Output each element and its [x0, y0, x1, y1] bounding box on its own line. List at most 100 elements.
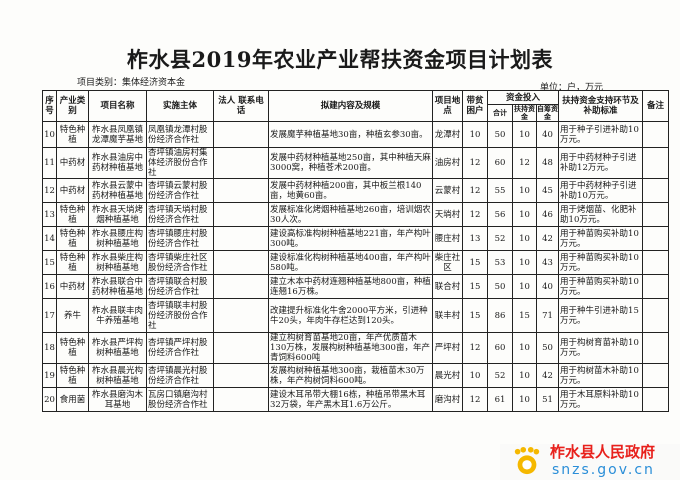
cell-location: 腰庄村	[432, 226, 463, 251]
cell-poor: 15	[462, 274, 488, 299]
cell-total: 50	[487, 121, 513, 148]
cell-location: 云蒙村	[432, 178, 463, 203]
cell-industry: 中药材	[56, 147, 89, 179]
cell-location: 磨沟村	[432, 387, 463, 412]
cell-location: 柴庄社区	[432, 250, 463, 275]
cell-industry: 中药材	[56, 274, 89, 299]
cell-location: 严坪村	[432, 332, 463, 364]
cell-total: 52	[487, 226, 513, 251]
project-category: 项目类别：集体经济资本金	[77, 78, 186, 88]
cell-total: 56	[487, 202, 513, 227]
cell-self: 40	[535, 274, 560, 299]
cell-content: 建立构树育苗基地20亩，年产优质苗木130万株，发展构树种植基地300亩，年产青…	[268, 332, 433, 364]
cell-self: 46	[535, 202, 560, 227]
cell-name: 柞水县晨光构树种植基地	[88, 363, 147, 388]
cell-standard: 用于烤烟苗、化肥补助10万元。	[558, 202, 644, 227]
cell-entity: 瓦房口镇磨沟村股份经济合作社	[146, 387, 214, 412]
cell-industry: 特色种植	[56, 332, 89, 364]
government-logo-icon	[514, 446, 540, 475]
cell-total: 52	[487, 363, 513, 388]
cell-remark	[642, 298, 670, 333]
cell-remark	[642, 147, 670, 179]
cell-industry: 特色种植	[56, 226, 89, 251]
cell-entity: 杏坪镇联合村股份经济合作社	[146, 274, 214, 299]
cell-standard: 用于种子引进补助10万元。	[558, 121, 644, 148]
cell-poor: 12	[462, 147, 488, 179]
cell-standard: 用于种苗购买补助10万元。	[558, 226, 644, 251]
document-title: 柞水县2019年农业产业帮扶资金项目计划表	[127, 47, 553, 72]
cell-entity: 杏坪镇油房村集体经济股份合作社	[146, 147, 214, 179]
watermark-url: snzs.gov.cn	[552, 462, 655, 478]
cell-no: 14	[42, 226, 57, 251]
cell-name: 柞水县严坪构树种植基地	[88, 332, 147, 364]
cell-name: 柞水县油房中药材种植基地	[88, 147, 147, 179]
cell-name: 柞水县凤凰镇龙潭魔芋基地	[88, 121, 147, 148]
cell-industry: 特色种植	[56, 121, 89, 148]
cell-content: 建设木耳吊带大棚16栋，种植吊带黑木耳32万袋，年产黑木耳1.6万公斤。	[268, 387, 433, 412]
cell-support: 15	[512, 298, 537, 333]
cell-content: 建设标准化构树种植基地400亩，年产构叶580吨。	[268, 250, 433, 275]
cell-industry: 食用菌	[56, 387, 89, 412]
cell-industry: 特色种植	[56, 250, 89, 275]
cell-industry: 养牛	[56, 298, 89, 333]
cell-standard: 用于木耳原料补助10万元。	[558, 387, 644, 412]
table-row: 17 养牛 柞水县联丰肉牛养殖基地 杏坪镇联丰村股份经济股份合作社 改建提升标准化牛舍2…	[42, 298, 670, 333]
table-row: 11 中药材 柞水县油房中药材种植基地 杏坪镇油房村集体经济股份合作社 发展中药材种植基…	[42, 147, 670, 179]
table-row: 20 食用菌 柞水县磨沟木耳基地 瓦房口镇磨沟村股份经济合作社 建设木耳吊带大棚16栋，…	[42, 387, 670, 412]
cell-content: 发展中药材种植基地250亩，其中种植天麻3000窝，种植苍术200亩。	[268, 147, 433, 179]
cell-total: 60	[487, 332, 513, 364]
table-row: 13 特色种植 柞水县天埫烤烟种植基地 杏坪镇天埫村股份经济合作社 发展标准化烤烟种植基…	[42, 202, 670, 227]
cell-entity: 杏坪镇腰庄村股份经济合作社	[146, 226, 214, 251]
cell-no: 16	[42, 274, 57, 299]
cell-contact	[213, 332, 269, 364]
cell-no: 13	[42, 202, 57, 227]
cell-self: 48	[535, 147, 560, 179]
cell-remark	[642, 226, 670, 251]
cell-support: 10	[512, 250, 537, 275]
cell-location: 联合村	[432, 274, 463, 299]
cell-support: 10	[512, 274, 537, 299]
table-row: 14 特色种植 柞水县腰庄构树种植基地 杏坪镇腰庄村股份经济合作社 建设高标准构树种植基…	[42, 226, 670, 251]
cell-no: 17	[42, 298, 57, 333]
watermark-name: 柞水县人民政府	[550, 443, 656, 461]
cell-contact	[213, 202, 269, 227]
cell-entity: 杏坪镇柴庄社区股份经济合作社	[146, 250, 214, 275]
header-funds: 资金投入	[486, 90, 560, 105]
header-name: 项目名称	[88, 90, 147, 122]
header-content: 拟建内容及规模	[268, 90, 433, 122]
cell-self: 71	[535, 298, 560, 333]
cell-poor: 10	[462, 363, 488, 388]
cell-contact	[213, 250, 269, 275]
cell-total: 86	[487, 298, 513, 333]
cell-poor: 13	[462, 226, 488, 251]
cell-contact	[213, 387, 269, 412]
cell-standard: 用于中药材种子引进补助10万元。	[558, 178, 644, 203]
cell-self: 51	[535, 387, 560, 412]
cell-contact	[213, 274, 269, 299]
header-self: 自筹资金	[535, 104, 560, 122]
cell-standard: 用于中药材种子引进补助12万元。	[558, 147, 644, 179]
cell-total: 60	[487, 147, 513, 179]
cell-remark	[642, 178, 670, 203]
header-standard: 扶持资金支持环节及补助标准	[558, 90, 644, 122]
cell-location: 天埫村	[432, 202, 463, 227]
cell-entity: 杏坪镇晨光村股份经济合作社	[146, 363, 214, 388]
cell-entity: 杏坪镇云蒙村股份经济合作社	[146, 178, 214, 203]
cell-support: 10	[512, 178, 537, 203]
cell-contact	[213, 121, 269, 148]
cell-entity: 杏坪镇天埫村股份经济合作社	[146, 202, 214, 227]
cell-contact	[213, 298, 269, 333]
cell-location: 联丰村	[432, 298, 463, 333]
cell-content: 改建提升标准化牛舍2000平方米，引进种牛20头，年肉牛存栏达到120头。	[268, 298, 433, 333]
cell-total: 53	[487, 250, 513, 275]
project-plan-table: 序号 产业类别 项目名称 实施主体 法人 联系电话 拟建内容及规模 项目地点 带…	[42, 90, 670, 412]
table-row: 15 特色种植 柞水县柴庄构树种植基地 杏坪镇柴庄社区股份经济合作社 建设标准化构树种植…	[42, 250, 670, 275]
cell-standard: 用于构树育苗补助10万元。	[558, 332, 644, 364]
cell-contact	[213, 178, 269, 203]
header-industry: 产业类别	[56, 90, 89, 122]
cell-name: 柞水县天埫烤烟种植基地	[88, 202, 147, 227]
cell-location: 油房村	[432, 147, 463, 179]
cell-poor: 15	[462, 250, 488, 275]
cell-contact	[213, 363, 269, 388]
cell-remark	[642, 250, 670, 275]
